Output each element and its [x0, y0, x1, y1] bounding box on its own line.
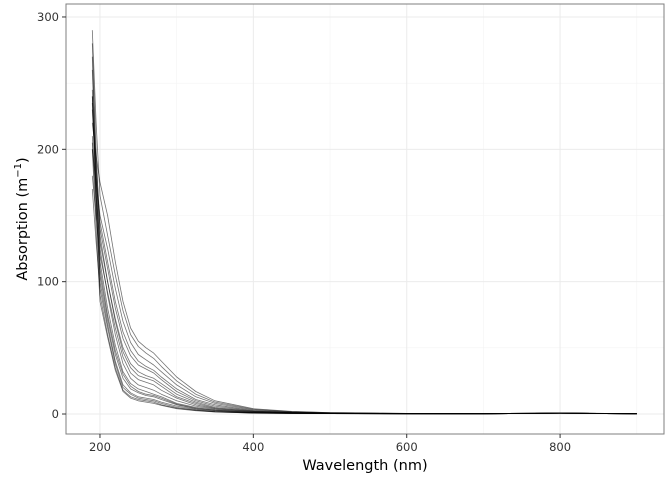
panel-border	[65, 3, 665, 435]
axes: 200 400 600 800 0 100 200 300	[37, 10, 571, 454]
y-tick-label: 200	[37, 142, 59, 156]
y-tick-label: 300	[37, 10, 59, 24]
y-axis-label-main: Absorption (m	[15, 178, 31, 281]
series-line-16	[91, 56, 637, 415]
y-tick-label: 100	[37, 275, 59, 289]
y-axis-label: Absorption (m−1)	[13, 157, 31, 280]
grid	[66, 4, 664, 434]
y-axis-label-close: )	[15, 157, 31, 163]
x-tick-label: 600	[396, 440, 418, 454]
x-tick-label: 200	[89, 440, 111, 454]
series-lines	[91, 30, 637, 415]
x-tick-label: 400	[242, 440, 264, 454]
x-axis-label: Wavelength (nm)	[302, 458, 427, 474]
y-axis-label-sup: −1	[13, 163, 24, 178]
y-tick-label: 0	[52, 407, 59, 421]
x-tick-label: 800	[549, 440, 571, 454]
